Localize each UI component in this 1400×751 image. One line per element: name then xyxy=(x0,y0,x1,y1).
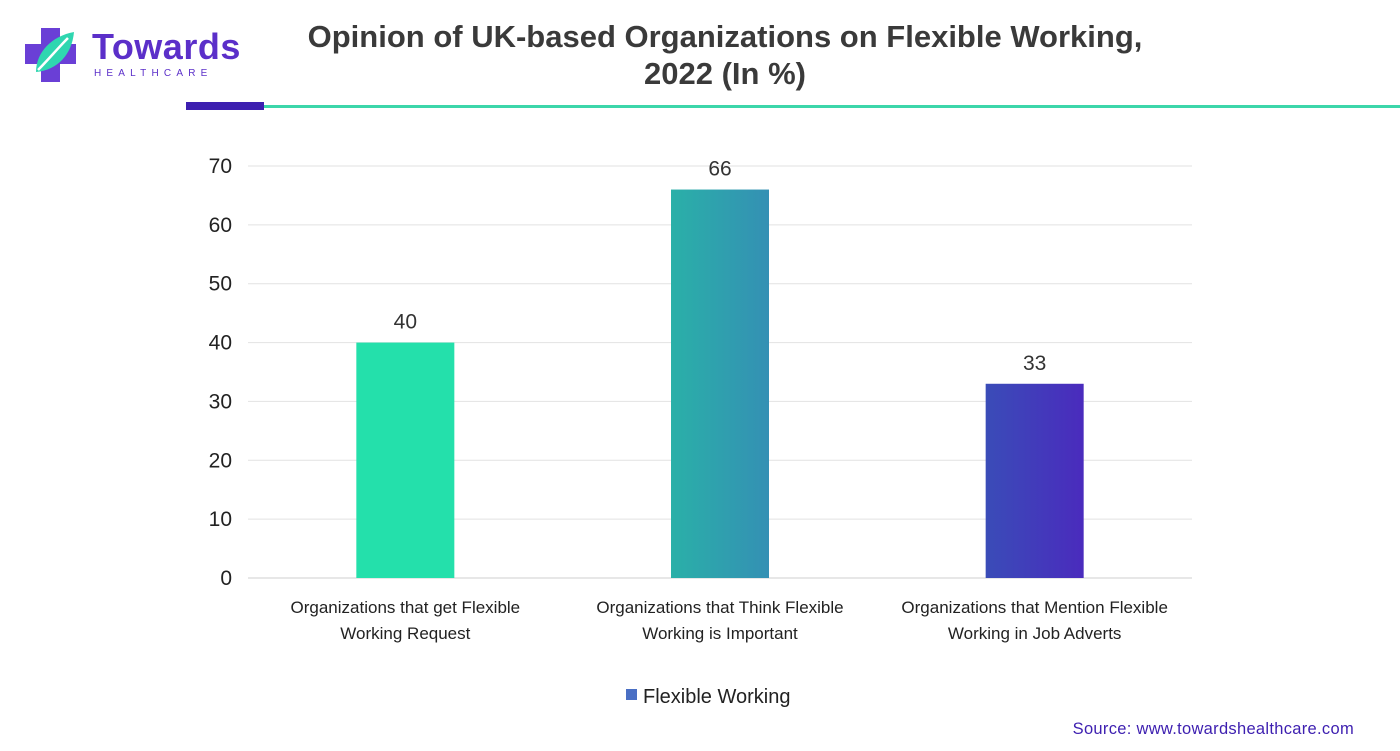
legend-label: Flexible Working xyxy=(643,686,790,708)
x-tick-label: Organizations that get Flexible xyxy=(291,598,521,617)
header-rule-accent xyxy=(186,102,264,110)
brand-subtitle: HEALTHCARE xyxy=(94,68,213,79)
y-tick-label: 60 xyxy=(209,214,232,237)
brand-logo: Towards HEALTHCARE xyxy=(22,24,242,86)
y-tick-label: 0 xyxy=(220,567,232,590)
y-tick-label: 50 xyxy=(209,273,232,296)
y-tick-label: 70 xyxy=(209,155,232,178)
bar xyxy=(356,342,455,578)
bar xyxy=(985,383,1084,578)
data-label: 66 xyxy=(708,158,731,181)
x-tick-label: Working in Job Adverts xyxy=(948,624,1122,643)
legend-swatch xyxy=(626,689,637,700)
brand-name: Towards xyxy=(92,26,241,67)
source-text: Source: www.towardshealthcare.com xyxy=(1072,720,1354,738)
y-tick-label: 40 xyxy=(209,332,232,355)
header-rule xyxy=(264,105,1400,108)
data-label: 40 xyxy=(394,311,417,334)
page-title: Opinion of UK-based Organizations on Fle… xyxy=(300,18,1150,92)
bar xyxy=(671,189,769,579)
x-tick-label: Organizations that Think Flexible xyxy=(596,598,843,617)
title-line-1: Opinion of UK-based Organizations on Fle… xyxy=(307,19,1143,54)
x-tick-label: Organizations that Mention Flexible xyxy=(901,598,1167,617)
data-label: 33 xyxy=(1023,352,1046,375)
y-tick-label: 30 xyxy=(209,390,232,413)
y-tick-label: 20 xyxy=(209,449,232,472)
x-tick-label: Working Request xyxy=(340,624,470,643)
medical-cross-leaf-icon xyxy=(25,28,76,82)
x-tick-label: Working is Important xyxy=(642,624,798,643)
title-line-2: 2022 (In %) xyxy=(644,56,806,91)
y-tick-label: 10 xyxy=(209,508,232,531)
